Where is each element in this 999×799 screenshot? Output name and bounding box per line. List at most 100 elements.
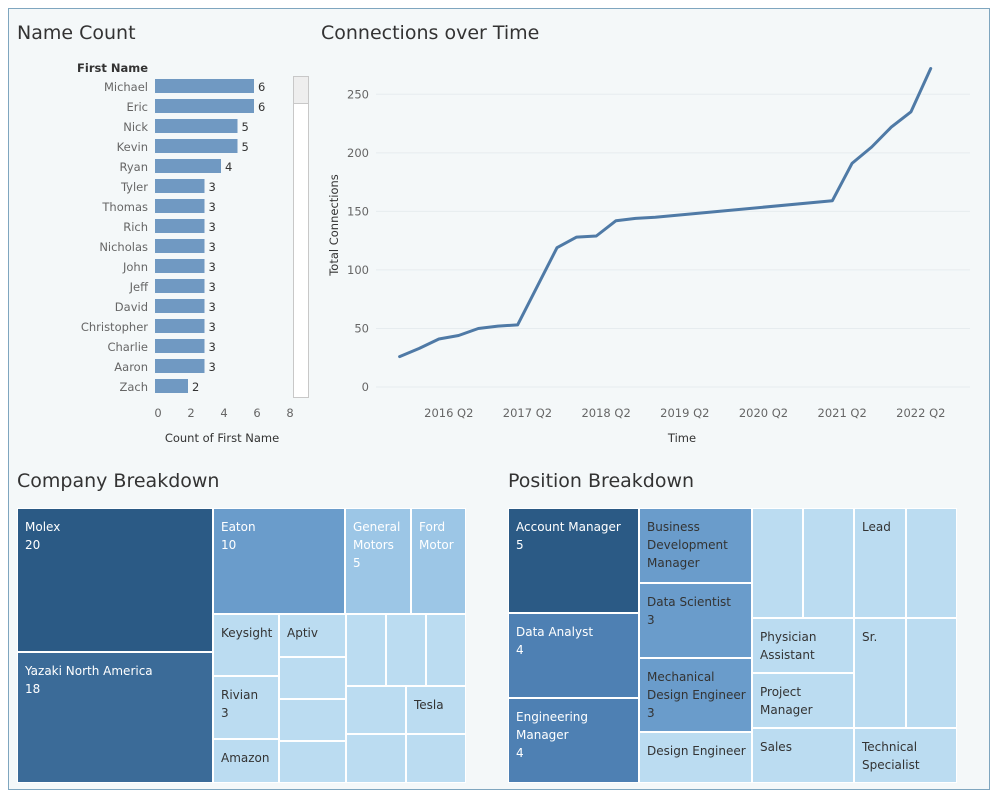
treemap-cell-unlabeled[interactable]	[906, 508, 957, 618]
treemap-cell-label: Ford Motor	[419, 518, 459, 554]
treemap-cell-name: Lead	[862, 520, 891, 534]
treemap-cell-unlabeled[interactable]	[346, 734, 406, 783]
bar-category-label: Aaron	[114, 360, 148, 374]
bar-category-label: John	[122, 260, 148, 274]
treemap-cell[interactable]: General Motors 5	[345, 508, 411, 614]
treemap-cell[interactable]: Keysight	[213, 614, 279, 676]
treemap-cell-unlabeled[interactable]	[279, 657, 346, 699]
y-tick-label: 100	[347, 263, 369, 277]
x-tick-label: 8	[286, 406, 293, 420]
treemap-cell-label: Account Manager 5	[516, 518, 634, 554]
treemap-cell[interactable]: Eaton 10	[213, 508, 345, 614]
series-line	[398, 67, 933, 359]
bar-value-label: 3	[209, 280, 216, 294]
treemap-cell-value: 4	[516, 643, 524, 657]
name-count-title: Name Count	[17, 22, 136, 44]
treemap-cell-label: Eaton 10	[221, 518, 340, 554]
treemap-cell[interactable]: Tesla	[406, 686, 466, 734]
treemap-cell[interactable]: Project Manager	[752, 673, 854, 728]
treemap-cell[interactable]: Mechanical Design Engineer 3	[639, 658, 752, 732]
bar	[155, 159, 221, 173]
treemap-cell[interactable]: Data Scientist 3	[639, 583, 752, 658]
position-title: Position Breakdown	[508, 470, 695, 492]
treemap-cell-label: Project Manager	[760, 683, 849, 719]
y-tick-label: 0	[362, 380, 369, 394]
treemap-cell[interactable]: Sales	[752, 728, 854, 783]
bar	[155, 139, 238, 153]
treemap-cell-name: Amazon	[221, 751, 270, 765]
y-axis-title: Total Connections	[327, 174, 341, 277]
x-tick-label: 2016 Q2	[424, 406, 473, 420]
bar-value-label: 3	[209, 240, 216, 254]
bar-category-label: Charlie	[107, 340, 148, 354]
treemap-cell-name: Data Scientist	[647, 595, 731, 609]
treemap-cell-label: Data Scientist 3	[647, 593, 747, 629]
treemap-cell[interactable]: Design Engineer	[639, 732, 752, 783]
name-list-scrollbar[interactable]	[293, 76, 309, 398]
treemap-cell-unlabeled[interactable]	[906, 618, 957, 728]
x-tick-label: 4	[220, 406, 227, 420]
treemap-cell-label: Aptiv	[287, 624, 341, 642]
treemap-cell[interactable]: Rivian 3	[213, 676, 279, 739]
treemap-cell[interactable]: Account Manager 5	[508, 508, 639, 613]
connections-chart: 0 50 100 150 200 250 2016 Q2 2017 Q2 2018 Q2 2019…	[327, 67, 970, 445]
position-treemap: Account Manager 5 Data Analyst 4 Engineering…	[508, 508, 957, 783]
treemap-cell[interactable]: Yazaki North America 18	[17, 652, 213, 783]
scrollbar-thumb[interactable]	[294, 77, 308, 104]
treemap-cell[interactable]: Ford Motor	[411, 508, 466, 614]
treemap-cell-unlabeled[interactable]	[279, 741, 346, 783]
bar-value-label: 3	[209, 180, 216, 194]
treemap-cell[interactable]: Molex 20	[17, 508, 213, 652]
bar-category-label: Christopher	[81, 320, 148, 334]
treemap-cell-label: Physician Assistant	[760, 628, 849, 664]
bar-category-label: Nick	[123, 120, 148, 134]
treemap-cell-label: Sales	[760, 738, 849, 756]
category-header: First Name	[77, 61, 148, 75]
bar	[155, 199, 205, 213]
bar-value-label: 3	[209, 340, 216, 354]
treemap-cell-label: Lead	[862, 518, 901, 536]
bar	[155, 179, 205, 193]
treemap-cell-value: 20	[25, 538, 41, 552]
treemap-cell-name: Physician Assistant	[760, 630, 817, 662]
bar-value-label: 4	[225, 160, 232, 174]
bar	[155, 259, 205, 273]
treemap-cell[interactable]: Technical Specialist	[854, 728, 957, 783]
treemap-cell-label: Amazon	[221, 749, 274, 767]
bar-category-label: Zach	[119, 380, 148, 394]
treemap-cell[interactable]: Aptiv	[279, 614, 346, 657]
y-tick-label: 250	[347, 87, 369, 101]
treemap-cell[interactable]: Amazon	[213, 739, 279, 783]
treemap-cell-name: Ford Motor	[419, 520, 454, 552]
treemap-cell-unlabeled[interactable]	[346, 614, 386, 686]
treemap-cell-label: General Motors 5	[353, 518, 403, 572]
treemap-cell-label: Yazaki North America 18	[25, 662, 208, 698]
y-tick-label: 200	[347, 146, 369, 160]
x-axis-title: Count of First Name	[165, 431, 279, 445]
treemap-cell-unlabeled[interactable]	[426, 614, 466, 686]
treemap-cell-name: Yazaki North America	[25, 664, 153, 678]
x-tick-label: 2019 Q2	[660, 406, 709, 420]
treemap-cell[interactable]: Lead	[854, 508, 906, 618]
treemap-cell[interactable]: Business Development Manager	[639, 508, 752, 583]
treemap-cell-unlabeled[interactable]	[346, 686, 406, 734]
treemap-cell[interactable]: Sr.	[854, 618, 906, 728]
bar	[155, 79, 254, 93]
x-tick-label: 0	[154, 406, 161, 420]
treemap-cell-value: 5	[516, 538, 524, 552]
treemap-cell-unlabeled[interactable]	[406, 734, 466, 783]
treemap-cell[interactable]: Physician Assistant	[752, 618, 854, 673]
treemap-cell-name: Rivian	[221, 688, 259, 702]
bar-category-label: Michael	[104, 80, 148, 94]
bar-category-label: Eric	[126, 100, 148, 114]
treemap-cell[interactable]: Data Analyst 4	[508, 613, 639, 698]
treemap-cell-unlabeled[interactable]	[386, 614, 426, 686]
treemap-cell-unlabeled[interactable]	[752, 508, 803, 618]
bar-category-label: David	[115, 300, 148, 314]
treemap-cell-name: Mechanical Design Engineer	[647, 670, 746, 702]
treemap-cell-label: Mechanical Design Engineer 3	[647, 668, 747, 722]
treemap-cell-unlabeled[interactable]	[279, 699, 346, 741]
connections-title: Connections over Time	[321, 22, 540, 44]
treemap-cell-unlabeled[interactable]	[803, 508, 854, 618]
treemap-cell[interactable]: Engineering Manager 4	[508, 698, 639, 783]
